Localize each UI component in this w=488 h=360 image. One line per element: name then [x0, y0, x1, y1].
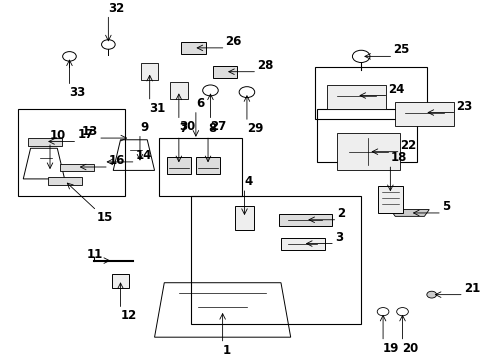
Text: 4: 4: [244, 175, 252, 188]
Text: 11: 11: [86, 248, 102, 261]
Text: 27: 27: [210, 120, 226, 133]
Text: 31: 31: [149, 102, 165, 114]
Text: 24: 24: [387, 82, 404, 95]
Bar: [191, 196, 361, 324]
Bar: [278, 214, 331, 226]
Bar: [181, 42, 205, 54]
Text: 22: 22: [400, 139, 416, 152]
Bar: [377, 186, 402, 213]
Text: 15: 15: [97, 211, 113, 224]
Text: 6: 6: [196, 97, 203, 110]
Text: 8: 8: [207, 122, 216, 135]
Text: 2: 2: [337, 207, 345, 220]
Bar: [170, 82, 187, 99]
Bar: [234, 206, 254, 230]
Bar: [112, 274, 129, 288]
Bar: [28, 138, 62, 145]
Bar: [314, 67, 426, 120]
Text: 29: 29: [246, 122, 263, 135]
Text: 21: 21: [463, 282, 479, 294]
Circle shape: [426, 291, 436, 298]
Text: 14: 14: [135, 149, 152, 162]
Text: 5: 5: [441, 200, 449, 213]
Bar: [141, 63, 158, 80]
Text: 16: 16: [109, 154, 125, 167]
Polygon shape: [389, 210, 428, 216]
Text: 32: 32: [108, 1, 124, 14]
Bar: [336, 133, 399, 170]
Text: 13: 13: [81, 125, 98, 138]
Text: 1: 1: [222, 344, 230, 357]
Text: 23: 23: [456, 100, 472, 113]
Text: 28: 28: [257, 59, 273, 72]
Bar: [394, 102, 453, 126]
Bar: [159, 138, 242, 196]
Bar: [47, 177, 81, 185]
Bar: [212, 66, 237, 78]
Text: 18: 18: [389, 151, 406, 164]
Text: 30: 30: [179, 120, 195, 133]
Text: 3: 3: [334, 231, 343, 244]
Text: 25: 25: [392, 44, 409, 57]
Bar: [19, 109, 125, 196]
Bar: [326, 85, 385, 109]
Bar: [281, 238, 324, 250]
Text: 26: 26: [225, 35, 242, 48]
Bar: [196, 157, 220, 174]
Bar: [317, 109, 416, 162]
Text: 20: 20: [402, 342, 418, 355]
Text: 33: 33: [69, 86, 85, 99]
Text: 9: 9: [140, 121, 148, 134]
Bar: [166, 157, 191, 174]
Text: 19: 19: [382, 342, 399, 355]
Text: 12: 12: [120, 309, 137, 322]
Text: 17: 17: [77, 129, 93, 141]
Text: 10: 10: [50, 129, 66, 142]
Text: 7: 7: [179, 122, 186, 135]
Bar: [60, 163, 94, 171]
